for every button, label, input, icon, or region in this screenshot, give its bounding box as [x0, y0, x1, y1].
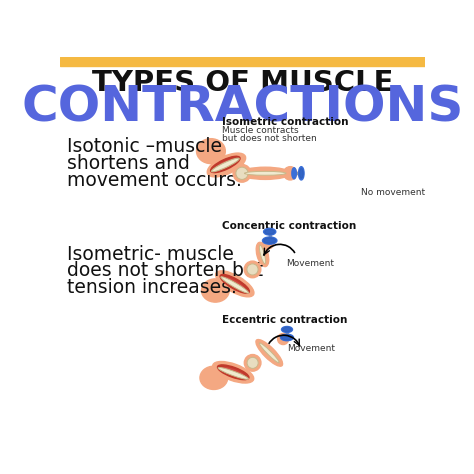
- Ellipse shape: [225, 278, 245, 290]
- Text: Concentric contraction: Concentric contraction: [222, 220, 356, 230]
- Text: shortens and: shortens and: [66, 154, 190, 173]
- Ellipse shape: [264, 238, 276, 243]
- Circle shape: [244, 355, 261, 371]
- Ellipse shape: [283, 327, 292, 332]
- Circle shape: [244, 261, 261, 278]
- Text: Isometric contraction: Isometric contraction: [222, 117, 349, 127]
- Ellipse shape: [263, 237, 277, 244]
- Bar: [293, 172, 301, 174]
- Ellipse shape: [216, 271, 254, 297]
- Circle shape: [247, 357, 258, 368]
- Circle shape: [236, 167, 248, 179]
- Ellipse shape: [213, 362, 254, 383]
- Ellipse shape: [222, 367, 244, 377]
- Ellipse shape: [299, 167, 304, 180]
- Ellipse shape: [245, 172, 286, 175]
- Circle shape: [263, 238, 273, 249]
- Ellipse shape: [282, 327, 292, 332]
- Bar: [269, 232, 271, 241]
- Ellipse shape: [256, 339, 283, 366]
- Text: CONTRACTIONS: CONTRACTIONS: [22, 84, 464, 132]
- Ellipse shape: [221, 277, 249, 293]
- Text: No movement: No movement: [361, 188, 425, 197]
- Text: Isotonic –muscle: Isotonic –muscle: [66, 137, 221, 155]
- Text: movement occurs.: movement occurs.: [66, 171, 241, 190]
- Ellipse shape: [264, 228, 276, 235]
- Text: Movement: Movement: [288, 344, 336, 353]
- Text: Movement: Movement: [286, 259, 334, 268]
- Ellipse shape: [197, 139, 225, 164]
- Bar: [61, 57, 425, 66]
- Circle shape: [233, 164, 251, 182]
- Ellipse shape: [256, 242, 269, 266]
- Circle shape: [278, 334, 289, 345]
- Text: but does not shorten: but does not shorten: [222, 134, 317, 143]
- Text: tension increases.: tension increases.: [66, 278, 237, 297]
- Text: does not shorten but: does not shorten but: [66, 262, 263, 281]
- Text: Isometric- muscle: Isometric- muscle: [66, 245, 234, 264]
- Ellipse shape: [300, 168, 303, 178]
- Ellipse shape: [201, 279, 229, 302]
- Ellipse shape: [220, 274, 249, 293]
- Text: Eccentric contraction: Eccentric contraction: [222, 315, 347, 325]
- Bar: [286, 329, 288, 337]
- Ellipse shape: [211, 158, 239, 172]
- Ellipse shape: [281, 334, 293, 341]
- Ellipse shape: [210, 156, 240, 173]
- Text: Muscle contracts: Muscle contracts: [222, 126, 299, 135]
- Ellipse shape: [218, 365, 249, 380]
- Ellipse shape: [218, 367, 248, 379]
- Ellipse shape: [207, 153, 246, 177]
- Ellipse shape: [240, 167, 290, 179]
- Circle shape: [247, 264, 258, 275]
- Ellipse shape: [200, 366, 228, 390]
- Ellipse shape: [264, 229, 274, 234]
- Ellipse shape: [282, 335, 292, 340]
- Text: TYPES OF MUSCLE: TYPES OF MUSCLE: [92, 69, 394, 97]
- Ellipse shape: [215, 159, 236, 170]
- Ellipse shape: [292, 168, 296, 179]
- Ellipse shape: [259, 343, 279, 363]
- Ellipse shape: [259, 245, 265, 264]
- Circle shape: [283, 167, 297, 180]
